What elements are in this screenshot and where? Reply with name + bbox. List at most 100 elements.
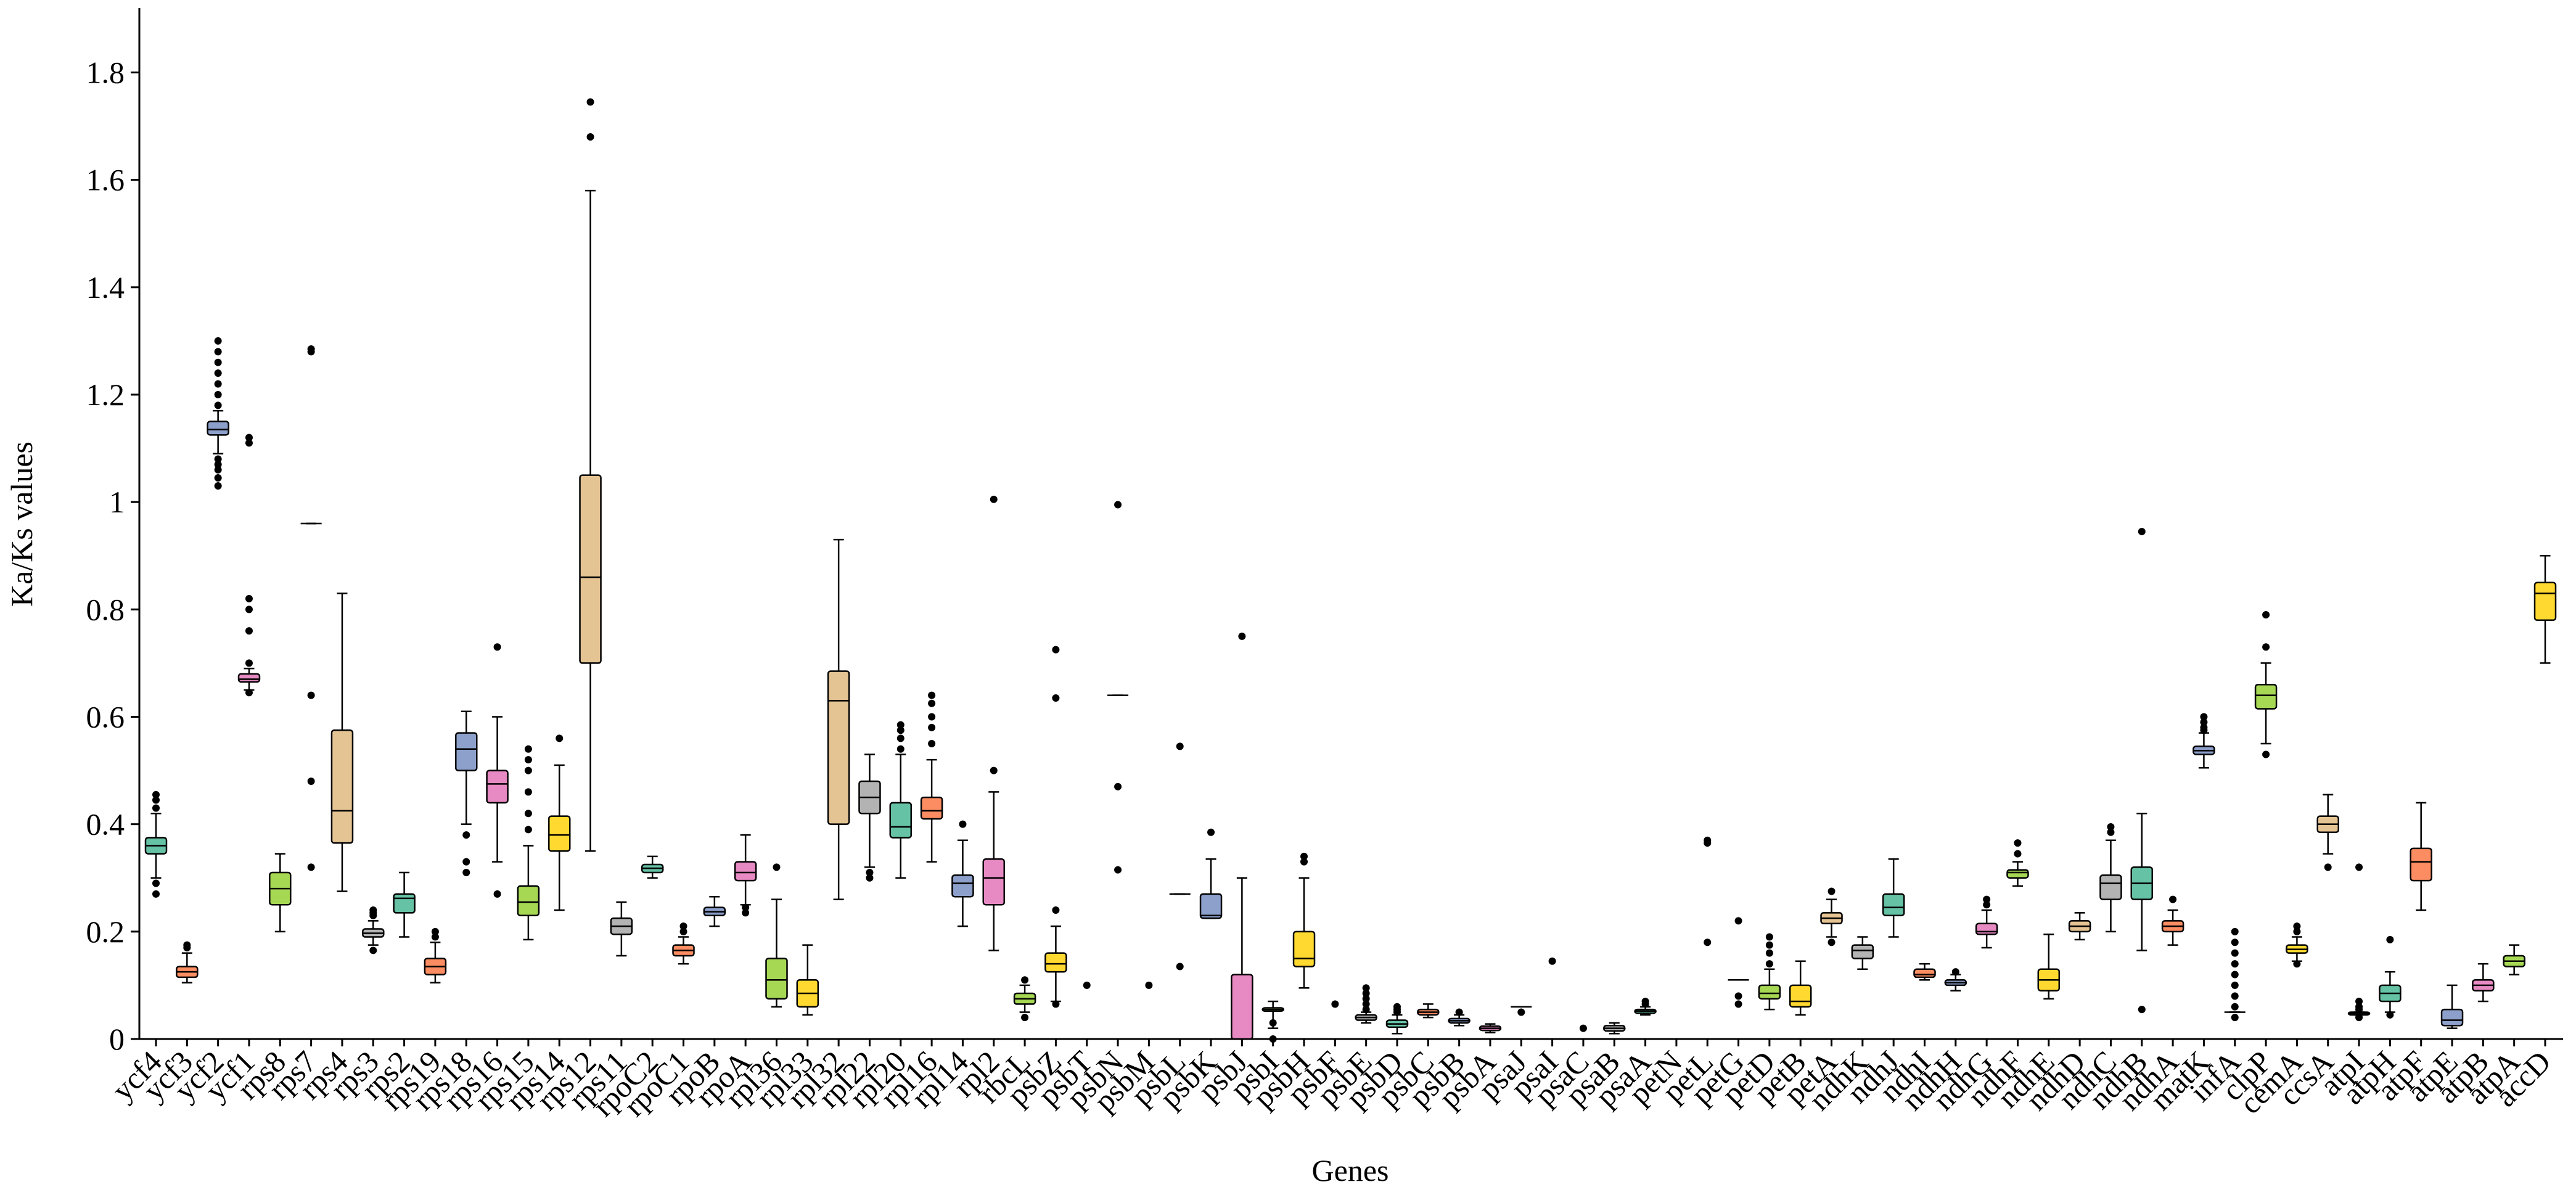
outlier [586,133,594,141]
box [454,732,478,771]
box [486,770,509,804]
outlier [1052,646,1060,654]
outlier [307,863,315,871]
box [2533,581,2557,622]
box [920,796,943,820]
box [1882,893,1905,916]
outlier [1734,1000,1742,1008]
outlier [1362,995,1370,1003]
outlier [214,348,222,356]
outlier [1052,694,1060,702]
box [237,673,261,683]
outlier [183,941,191,949]
outlier [1300,852,1308,860]
box [765,958,788,1000]
outlier [928,740,936,748]
box [207,421,229,436]
outlier [1083,981,1091,989]
y-tick-label: 1 [109,485,125,519]
outlier [1734,917,1742,925]
outlier [2014,850,2022,858]
y-tick-label: 0.8 [86,592,125,626]
box [1231,974,1253,1040]
box [2440,1008,2464,1027]
outlier [1827,938,1836,947]
outlier [245,594,253,602]
outlier [1114,782,1122,791]
outlier [431,927,439,935]
outlier [928,691,936,699]
box [827,670,850,825]
outlier [2231,981,2239,989]
outlier [431,933,439,941]
outlier [245,433,253,441]
outlier [2014,839,2022,847]
outlier [679,927,687,935]
outlier [2107,828,2115,836]
outlier [524,826,532,834]
outlier [928,713,936,721]
box [889,802,913,839]
outlier [2262,643,2270,651]
box [1199,893,1223,919]
outlier [742,909,750,917]
outlier [524,766,532,774]
outlier [1176,963,1184,971]
outlier [524,810,532,818]
outlier [928,699,936,707]
outlier [493,890,501,898]
outlier [307,778,315,785]
outlier [2107,823,2115,831]
outlier [1114,501,1122,509]
y-tick-label: 1.2 [86,377,125,412]
outlier [1765,941,1773,949]
outlier [556,734,564,742]
box [548,815,571,852]
outlier [245,627,253,635]
outlier [679,922,687,930]
outlier [245,689,253,697]
outlier [214,455,222,463]
x-axis-label: Genes [1312,1153,1389,1188]
outlier [1145,981,1153,989]
outlier [1052,906,1060,914]
outlier [1641,998,1649,1006]
y-tick-label: 0 [109,1022,125,1056]
outlier [2200,713,2208,721]
outlier [1704,836,1712,844]
outlier [152,791,160,799]
outlier [1269,1019,1277,1027]
outlier [1362,989,1370,997]
box [1292,930,1316,967]
box [2006,869,2029,879]
box [2099,874,2122,900]
outlier [1362,1006,1370,1014]
outlier [214,474,222,482]
outlier [2138,1006,2146,1014]
box [1044,952,1067,973]
y-tick-label: 1.4 [86,270,125,305]
outlier [866,869,874,877]
outlier [2355,998,2363,1006]
outlier [214,369,222,377]
outlier [214,380,222,388]
outlier [1704,938,1712,947]
outlier [2355,863,2363,871]
outlier [1021,1014,1029,1022]
outlier [1362,1000,1370,1008]
outlier [1517,1008,1525,1016]
outlier [1362,984,1370,992]
outlier [152,890,160,898]
box [1758,984,1781,1000]
outlier [2231,938,2239,947]
outlier [462,858,470,866]
outlier [245,606,253,614]
outlier [369,947,377,955]
outlier [773,863,781,871]
outlier [896,721,904,729]
outlier [152,879,160,887]
outlier [307,345,315,353]
outlier [928,723,936,731]
outlier [1331,1000,1339,1008]
outlier [1238,632,1246,640]
